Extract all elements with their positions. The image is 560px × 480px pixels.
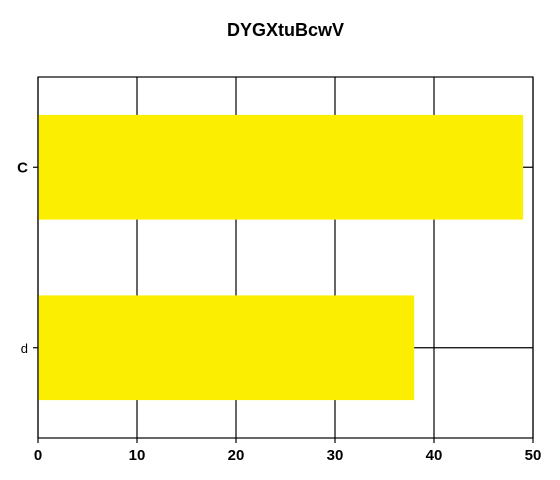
x-tick-label-30: 30 [327, 447, 344, 464]
y-axis-ticks: Cd [17, 159, 38, 356]
y-tick-label-d: d [21, 341, 28, 356]
x-tick-label-50: 50 [525, 447, 542, 464]
x-tick-label-10: 10 [129, 447, 146, 464]
chart-title: DYGXtuBcwV [227, 20, 344, 40]
x-tick-label-20: 20 [228, 447, 245, 464]
bar-C [38, 114, 524, 220]
bars [38, 114, 524, 401]
x-axis-ticks: 0 10 20 30 40 50 [34, 438, 542, 464]
x-tick-label-40: 40 [426, 447, 443, 464]
plot-frame [37, 76, 534, 439]
y-tick-label-C: C [17, 159, 28, 176]
bar-d [38, 295, 415, 401]
x-tick-label-0: 0 [34, 447, 42, 464]
